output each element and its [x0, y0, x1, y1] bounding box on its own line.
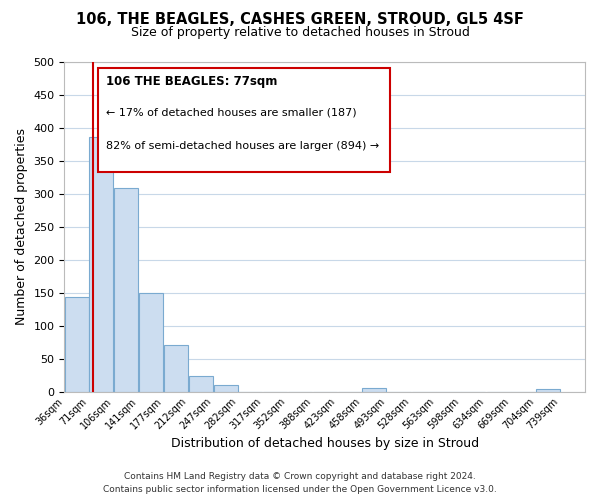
Bar [114, 188, 138, 392]
Bar [65, 296, 89, 392]
Text: 106 THE BEAGLES: 77sqm: 106 THE BEAGLES: 77sqm [106, 74, 277, 88]
Bar [89, 137, 113, 392]
FancyBboxPatch shape [98, 68, 390, 172]
Bar [164, 346, 188, 392]
Bar [139, 294, 163, 392]
Text: 82% of semi-detached houses are larger (894) →: 82% of semi-detached houses are larger (… [106, 140, 379, 150]
Bar [536, 389, 560, 392]
Text: ← 17% of detached houses are smaller (187): ← 17% of detached houses are smaller (18… [106, 108, 356, 118]
Bar [362, 388, 386, 392]
Bar [189, 376, 213, 392]
X-axis label: Distribution of detached houses by size in Stroud: Distribution of detached houses by size … [170, 437, 479, 450]
Bar [214, 385, 238, 392]
Y-axis label: Number of detached properties: Number of detached properties [15, 128, 28, 325]
Text: Contains HM Land Registry data © Crown copyright and database right 2024.
Contai: Contains HM Land Registry data © Crown c… [103, 472, 497, 494]
Text: 106, THE BEAGLES, CASHES GREEN, STROUD, GL5 4SF: 106, THE BEAGLES, CASHES GREEN, STROUD, … [76, 12, 524, 28]
Text: Size of property relative to detached houses in Stroud: Size of property relative to detached ho… [131, 26, 469, 39]
